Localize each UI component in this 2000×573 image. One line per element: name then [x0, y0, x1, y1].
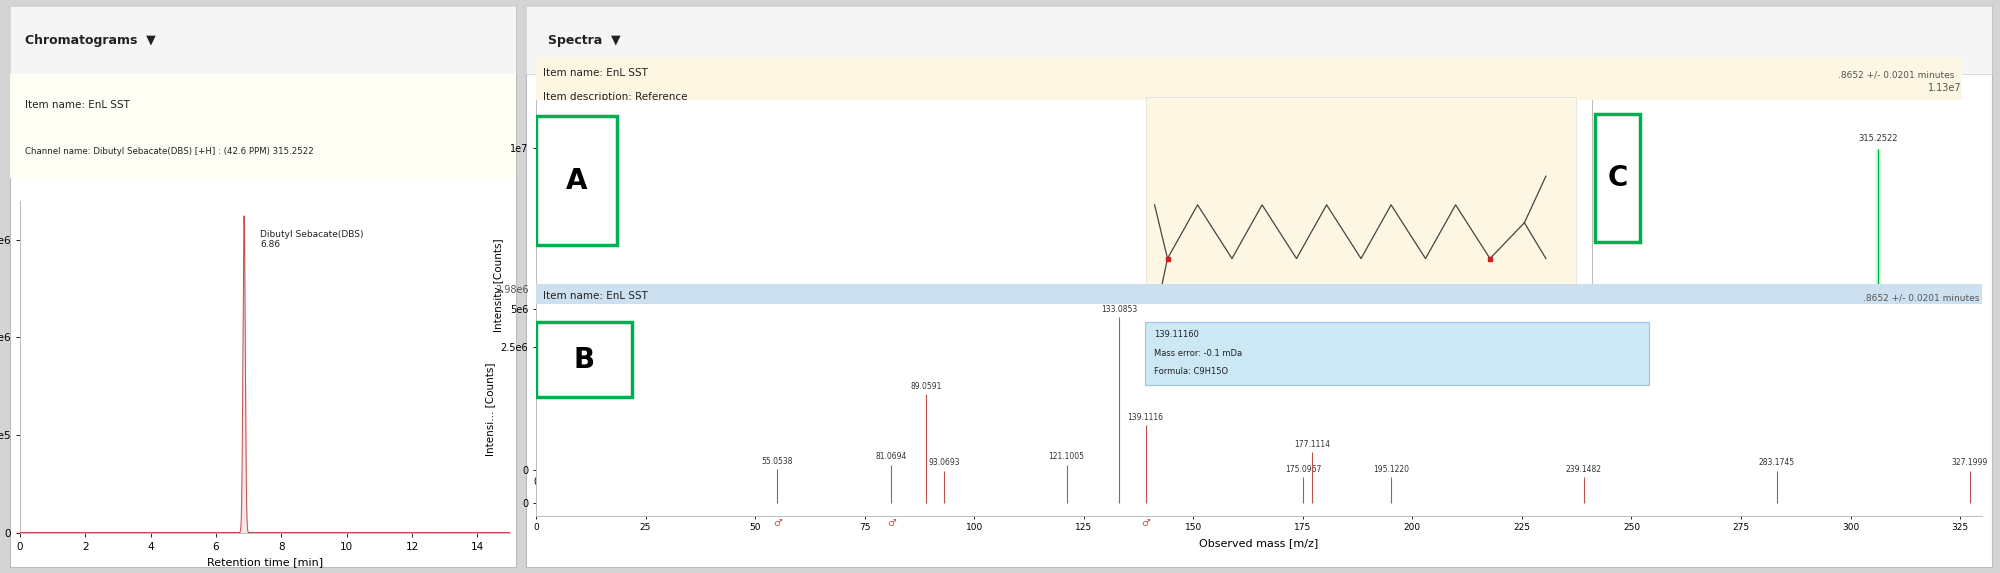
X-axis label: Observed mass [m/z]: Observed mass [m/z]: [1200, 538, 1318, 548]
Bar: [536, 116, 618, 245]
Text: 2.98e6: 2.98e6: [496, 285, 530, 295]
Text: 283.1745: 283.1745: [1758, 458, 1794, 468]
Text: 1.13e7: 1.13e7: [1928, 83, 1962, 93]
Bar: [1594, 115, 1640, 242]
Text: 139.1116: 139.1116: [1030, 425, 1068, 434]
Text: Dibutyl Sebacate(DBS)
6.86: Dibutyl Sebacate(DBS) 6.86: [260, 230, 364, 249]
Text: A: A: [566, 167, 588, 195]
Text: 327.1999: 327.1999: [1952, 458, 1988, 468]
Text: 81.0694: 81.0694: [876, 452, 906, 461]
Text: Spectra  ▼: Spectra ▼: [548, 34, 620, 46]
Text: C: C: [1608, 164, 1628, 193]
Text: 95.0852: 95.0852: [870, 434, 904, 444]
Text: Chromatograms  ▼: Chromatograms ▼: [26, 34, 156, 46]
Text: 239.1482: 239.1482: [1566, 465, 1602, 474]
Text: 121.1005: 121.1005: [1048, 452, 1084, 461]
Text: 151.0964: 151.0964: [1074, 438, 1112, 447]
Text: 89.0591: 89.0591: [910, 382, 942, 391]
Text: 315.2522: 315.2522: [1858, 134, 1898, 143]
Text: Channel name: Low energy : Time 6.8652 +/- 0.0201 minutes: Channel name: Low energy : Time 6.8652 +…: [1640, 70, 1920, 79]
Text: ♂: ♂: [1142, 517, 1150, 528]
Y-axis label: Intensity [Counts]: Intensity [Counts]: [494, 238, 504, 332]
Text: Item description: Reference: Item description: Reference: [544, 311, 688, 321]
Text: 300.2898: 300.2898: [1774, 430, 1812, 438]
Text: 279.0925: 279.0925: [1652, 421, 1692, 430]
Text: ♂: ♂: [886, 517, 896, 528]
Text: Formula: C9H15O: Formula: C9H15O: [1154, 367, 1228, 376]
Y-axis label: Intensi... [Counts]: Intensi... [Counts]: [486, 363, 496, 457]
X-axis label: Retention time [min]: Retention time [min]: [206, 558, 324, 567]
Text: 195.1220: 195.1220: [1372, 465, 1408, 474]
Text: .8652 +/- 0.0201 minutes: .8652 +/- 0.0201 minutes: [1862, 294, 1980, 303]
Text: Item name: EnL SST: Item name: EnL SST: [544, 291, 648, 300]
Text: Item name: EnL SST: Item name: EnL SST: [542, 68, 648, 78]
Text: 55.0538: 55.0538: [762, 457, 792, 465]
Text: .8652 +/- 0.0201 minutes: .8652 +/- 0.0201 minutes: [1838, 70, 1954, 79]
Text: Channel name: Dibutyl Sebacate(DBS) [+H] : (42.6 PPM) 315.2522: Channel name: Dibutyl Sebacate(DBS) [+H]…: [26, 147, 314, 156]
Bar: [1146, 323, 1648, 384]
Text: 139.11160: 139.11160: [1154, 330, 1198, 339]
Text: ♂: ♂: [772, 517, 782, 528]
Text: 139.1116: 139.1116: [1128, 413, 1164, 422]
Text: 133.0853: 133.0853: [1102, 305, 1138, 314]
Text: Item name: EnL SST: Item name: EnL SST: [26, 100, 130, 110]
Text: 177.1114: 177.1114: [1294, 439, 1330, 449]
Text: 175.0967: 175.0967: [1286, 465, 1322, 474]
Bar: [536, 323, 632, 397]
Text: 93.0693: 93.0693: [928, 458, 960, 468]
Text: Item description: Reference: Item description: Reference: [542, 92, 688, 101]
Text: Mass error: -0.1 mDa: Mass error: -0.1 mDa: [1154, 348, 1242, 358]
Text: B: B: [574, 346, 594, 374]
